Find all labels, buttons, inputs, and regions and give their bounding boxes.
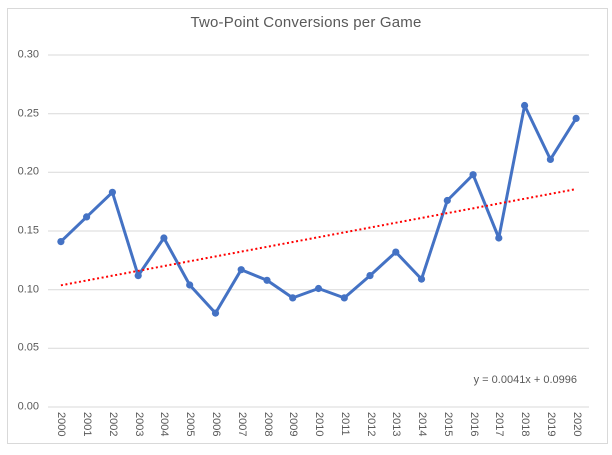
data-point-marker [57,238,65,246]
chart-border [7,8,608,444]
x-axis-tick-label: 2013 [390,412,403,437]
data-point-marker [392,248,400,256]
x-axis-tick-label: 2008 [261,412,274,437]
data-point-marker [160,234,168,242]
y-axis-tick-label: 0.05 [17,341,39,354]
x-axis-tick-label: 2017 [493,412,506,437]
y-axis-tick-label: 0.25 [17,107,39,120]
data-point-marker [211,309,220,317]
data-point-marker [572,114,580,122]
y-axis-tick-label: 0.30 [17,48,39,61]
y-axis-tick-label: 0.00 [17,400,39,413]
x-axis-tick-label: 2011 [338,412,351,436]
chart-title: Two-Point Conversions per Game [190,14,422,31]
data-point-marker [237,266,245,274]
data-point-marker [469,171,477,179]
data-point-marker [263,276,271,284]
data-point-marker [521,101,529,110]
y-axis-tick-label: 0.10 [17,283,39,296]
x-axis-tick-label: 2004 [158,412,171,437]
y-axis-tick-label: 0.15 [17,224,39,237]
data-point-marker [289,294,297,302]
x-axis-tick-label: 2000 [55,412,68,437]
data-point-marker [134,272,142,280]
x-axis-tick-label: 2019 [544,412,557,437]
x-axis-tick-label: 2001 [81,412,94,437]
x-axis-tick-label: 2009 [287,412,300,437]
x-axis-tick-label: 2016 [467,412,480,437]
data-point-marker [314,284,323,293]
x-axis-tick-label: 2005 [184,412,197,437]
x-axis-tick-label: 2007 [235,412,248,437]
data-point-marker [366,272,374,280]
data-point-marker [83,213,91,221]
x-axis-tick-label: 2014 [416,412,428,437]
x-axis-tick-label: 2002 [106,412,119,437]
data-point-marker [546,155,555,163]
x-axis-tick-label: 2012 [364,412,377,437]
data-point-marker [495,234,503,242]
x-axis-tick-label: 2006 [210,412,222,437]
trendline-equation-label: y = 0.0041x + 0.0996 [473,374,577,386]
x-axis-tick-label: 2003 [132,412,145,437]
x-axis-tick-label: 2020 [570,412,583,437]
y-axis-tick-label: 0.20 [17,165,39,178]
data-point-marker [443,196,451,205]
x-axis-tick-label: 2010 [313,412,325,437]
data-point-marker [186,281,194,289]
x-axis-tick-label: 2018 [519,412,532,437]
data-point-marker [340,294,348,302]
x-axis-tick-label: 2015 [441,412,454,437]
data-point-marker [417,275,426,283]
series-line [59,104,578,315]
data-point-marker [108,188,116,196]
